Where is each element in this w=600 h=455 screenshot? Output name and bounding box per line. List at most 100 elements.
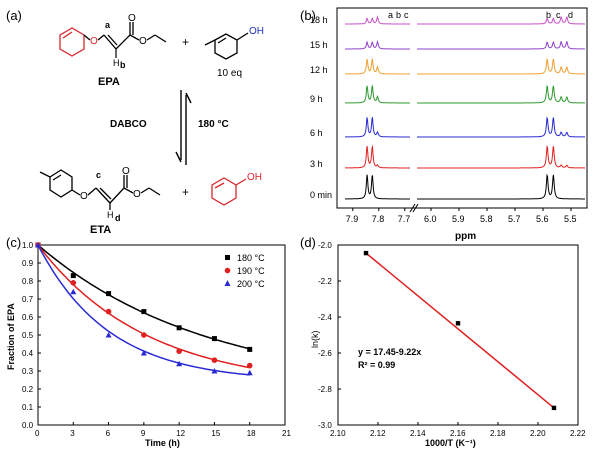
data-point [176,360,183,367]
y-tick-label: -2.4 [318,313,332,322]
x-tick-label: 15 [211,429,220,438]
nmr-trace-left [345,15,410,25]
nmr-trace-right [417,58,585,75]
data-point [35,242,41,248]
nmr-time-label: 3 h [310,159,323,169]
epa-bond [83,34,91,41]
nmr-axis-break [409,203,416,213]
nmr-peak-label-d: d [568,10,573,20]
nmr-peak-label-c: c [404,10,409,20]
y-tick-label: -2.6 [318,349,332,358]
eta-vinyl-bond [95,187,111,204]
phenol-ring-double-bond [214,182,225,189]
panel-d-letter: (d) [300,235,316,250]
epa-hydrogen: H [113,58,120,68]
kinetics-plot: 0 3 6 9 12 15 18 21 0.0 0.1 0.2 0.3 0.4 0.5 0.6 0.7 0.8 0… [6,241,291,448]
equilibrium-arrows [175,90,192,165]
panel-b: (b) 18 h 15 h 12 h 9 h 6 h 3 h 0 min a b c b c… [300,7,588,242]
nmr-trace-right [417,40,585,50]
data-point [176,325,182,331]
epa-bond [97,34,105,41]
nmr-trace-left [345,39,410,50]
nmr-trace-right [417,84,585,104]
x-tick-label: 21 [282,429,291,438]
nmr-time-label: 12 h [310,65,328,75]
panel-c-letter: (c) [6,235,21,250]
data-point [140,350,147,356]
x-tick-label: 12 [176,429,185,438]
y-axis-label: ln(k) [310,330,320,348]
y-tick-label: 1.0 [22,241,34,250]
eta-atom-label-d: d [115,213,121,223]
data-point [70,280,77,286]
epa-vinyl-double-bond [107,34,118,46]
nmr-x-tick-label: 6.0 [424,214,437,224]
linear-fit-line [365,252,555,409]
eta-ring-double-bond [52,174,62,181]
data-point [105,308,112,315]
x-tick-label: 2.14 [410,429,426,438]
legend-marker [224,280,231,286]
y-tick-label: 0.3 [22,367,34,376]
y-tick-label: 0.2 [22,385,34,394]
epa-carbonyl-oxygen: O [128,13,136,24]
nmr-trace-left [345,84,410,104]
y-tick-label: 0.5 [22,331,34,340]
fit-curve [37,244,250,369]
y-tick-label: 0.1 [22,403,34,412]
panel-d: (d) 2.10 2.12 2.14 2.16 2.18 2.20 2.22 -3.0 -2.8… [300,235,586,448]
panel-c: (c) 0 3 6 9 12 15 18 21 0.0 0.1 0.2 0.3 0.4 0.5 0.6 0.7… [6,235,291,448]
reverse-arrow-head [185,92,192,104]
y-tick-label: 0.8 [22,277,34,286]
epa-bond [129,34,140,41]
nmr-trace-left [345,58,410,75]
epa-label: EPA [98,76,120,88]
nmr-time-label: 15 h [310,40,328,50]
panel-b-letter: (b) [300,8,316,23]
cresol-oh-bond [236,32,249,41]
eta-hydrogen: H [107,210,114,220]
nmr-trace-right [417,145,585,169]
fit-r-squared: R² = 0.99 [358,360,395,370]
data-point [211,368,218,374]
legend-label: 190 °C [237,266,265,276]
nmr-x-tick-label: 5.8 [480,214,493,224]
epa-phenyl-ring [59,27,85,57]
nmr-trace-right [417,16,585,25]
eta-carbonyl-oxygen: O [122,166,130,177]
y-tick-label: -3.0 [318,421,332,430]
temperature-label: 180 °C [198,119,229,130]
data-point [70,273,76,279]
cresol-methyl-bond [204,39,216,46]
data-point [246,362,253,369]
x-tick-label: 2.12 [370,429,386,438]
eta-structure [39,169,161,210]
x-tick-label: 6 [106,429,111,438]
nmr-peak-label-b-right: b [546,10,551,20]
eta-label: ETA [90,224,111,236]
eta-bond [71,189,81,196]
x-tick-label: 2.20 [530,429,546,438]
x-axis-label: Time (h) [145,438,180,448]
y-tick-label: -2.8 [318,385,332,394]
nmr-x-tick-label: 5.9 [452,214,465,224]
eta-ethyl-bond [148,187,161,196]
eta-atom-label-c: c [96,170,101,180]
epa-ethyl-bond [146,34,156,41]
data-point [141,332,147,338]
data-point [176,348,182,355]
epa-bond [115,34,131,50]
legend-marker [225,255,230,260]
catalyst-label: DABCO [110,119,147,130]
legend-marker [224,267,231,274]
epa-ethyl-bond [154,34,167,43]
x-tick-label: 3 [70,429,75,438]
y-tick-label: -2.0 [318,241,332,250]
data-point [363,250,369,256]
eta-bond [109,187,125,204]
nmr-x-tick-label: 5.7 [508,214,521,224]
cresol-structure [204,32,249,60]
nmr-x-tick-label: 5.6 [536,214,549,224]
x-tick-label: 2.22 [570,429,586,438]
data-point [70,288,77,295]
